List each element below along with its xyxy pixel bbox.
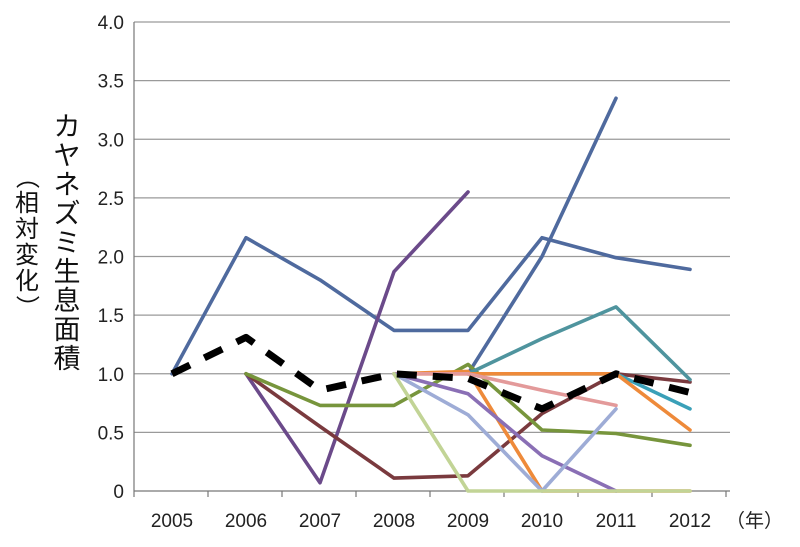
- y-tick-label: 3.5: [98, 72, 124, 93]
- series-line: [392, 371, 618, 408]
- y-axis-label-char: カ: [54, 112, 81, 143]
- x-tick-label: 2010: [521, 511, 563, 532]
- series-line: [392, 371, 692, 493]
- x-tick-label: 2011: [596, 511, 637, 532]
- y-axis-label-char: ネ: [54, 170, 81, 201]
- y-axis-label-char: 息: [54, 286, 81, 317]
- series-line: [170, 235, 692, 376]
- series-line: [244, 190, 470, 485]
- x-tick-label: 2006: [225, 511, 267, 532]
- series-line: [244, 362, 692, 448]
- gridlines: [134, 21, 730, 433]
- series-line: [244, 371, 692, 480]
- y-axis-sublabel-char: 対: [15, 215, 39, 243]
- x-tick-label: 2005: [151, 511, 193, 532]
- y-axis-sublabel-char: ）: [13, 295, 41, 319]
- y-tick-label: 2.5: [98, 189, 124, 210]
- y-tick-label: 4.0: [98, 13, 124, 34]
- y-tick-label: 0: [113, 482, 124, 503]
- series-line: [466, 305, 692, 382]
- y-axis-label-char: 面: [54, 315, 81, 346]
- y-axis-label-char: 生: [54, 257, 81, 288]
- y-tick-label: 2.0: [98, 248, 124, 269]
- x-axis-unit: （年）: [726, 510, 783, 532]
- x-tick-label: 2012: [669, 511, 711, 532]
- y-axis-sublabel-char: （: [13, 165, 41, 189]
- x-tick-label: 2008: [373, 511, 415, 532]
- y-tick-label: 1.5: [98, 306, 124, 327]
- y-tick-label: 3.0: [98, 130, 124, 151]
- y-tick-label: 0.5: [98, 423, 124, 444]
- y-axis-label-char: ミ: [54, 228, 81, 259]
- y-axis-label-char: ズ: [54, 199, 81, 230]
- y-axis-label-char: 積: [54, 344, 81, 375]
- axes: [133, 22, 730, 497]
- y-tick-labels: 0 0.5 1.0 1.5 2.0 2.5 3.0 3.5 4.0: [98, 13, 124, 503]
- series-lines: [170, 96, 692, 493]
- y-axis-sublabel-char: 変: [15, 241, 39, 269]
- y-axis-sublabel-char: 相: [15, 189, 39, 217]
- y-axis-label-char: ヤ: [54, 141, 81, 172]
- series-line: [392, 371, 618, 493]
- series-line: [392, 371, 618, 493]
- x-tick-label: 2007: [299, 511, 341, 532]
- x-tick-label: 2009: [447, 511, 489, 532]
- y-axis-sublabel-char: 化: [15, 267, 39, 295]
- x-tick-labels: 2005 2006 2007 2008 2009 2010 2011 2012: [151, 511, 711, 532]
- series-line: [466, 96, 618, 376]
- y-tick-label: 1.0: [98, 365, 124, 386]
- series-line-dashed: [170, 333, 691, 413]
